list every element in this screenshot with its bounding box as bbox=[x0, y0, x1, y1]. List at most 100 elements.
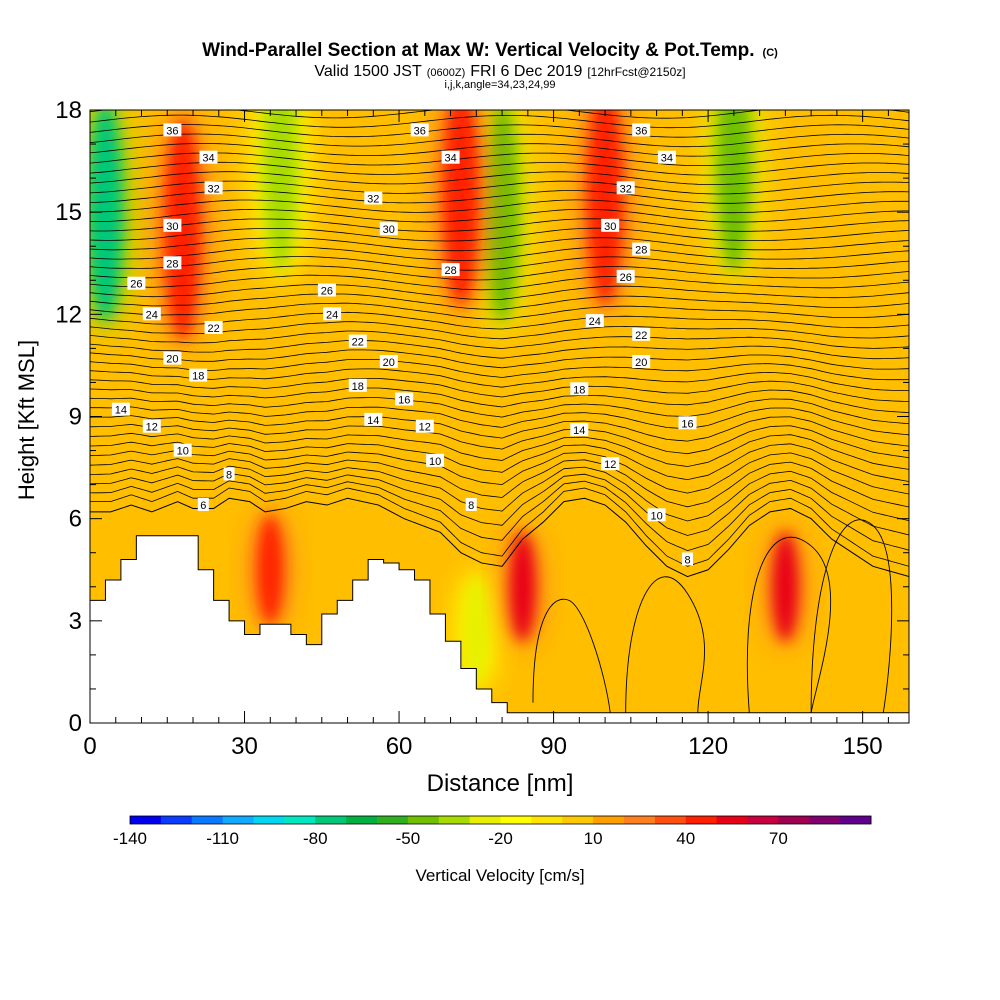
theta-label: 18 bbox=[570, 382, 588, 396]
y-tick-label: 3 bbox=[69, 608, 82, 635]
theta-label: 36 bbox=[411, 123, 429, 137]
theta-label: 26 bbox=[617, 270, 635, 284]
theta-label-text: 14 bbox=[115, 405, 127, 417]
colorbar-swatch bbox=[408, 816, 439, 824]
theta-label-text: 28 bbox=[444, 265, 456, 277]
x-tick-label: 90 bbox=[540, 733, 567, 760]
theta-label-text: 32 bbox=[620, 183, 632, 195]
colorbar-swatch bbox=[192, 816, 223, 824]
theta-label: 10 bbox=[648, 508, 666, 522]
colorbar-swatch bbox=[840, 816, 871, 824]
theta-label-text: 20 bbox=[635, 357, 647, 369]
theta-label-text: 18 bbox=[192, 371, 204, 383]
colorbar-swatch bbox=[686, 816, 717, 824]
theta-label-text: 30 bbox=[166, 221, 178, 233]
theta-label: 8 bbox=[466, 498, 477, 512]
colorbar-swatch bbox=[809, 816, 840, 824]
valid-prefix: Valid 1500 JST bbox=[314, 63, 422, 80]
theta-label-text: 26 bbox=[620, 272, 632, 284]
colorbar-swatch bbox=[717, 816, 748, 824]
theta-label: 34 bbox=[658, 151, 676, 165]
theta-label: 24 bbox=[143, 307, 161, 321]
theta-label: 6 bbox=[198, 498, 209, 512]
theta-label: 10 bbox=[426, 454, 444, 468]
y-tick-label: 9 bbox=[69, 404, 82, 431]
theta-label: 28 bbox=[442, 263, 460, 277]
theta-label-text: 18 bbox=[352, 381, 364, 393]
theta-label-text: 36 bbox=[414, 125, 426, 137]
x-tick-label: 60 bbox=[386, 733, 413, 760]
colorbar-tick-label: -140 bbox=[113, 829, 147, 848]
theta-label: 16 bbox=[395, 393, 413, 407]
valid-time-line: Valid 1500 JST(0600Z)FRI 6 Dec 2019[12hr… bbox=[314, 63, 685, 80]
theta-label: 16 bbox=[679, 416, 697, 430]
theta-label: 30 bbox=[601, 219, 619, 233]
theta-label: 22 bbox=[349, 335, 367, 349]
colorbar-swatch bbox=[624, 816, 655, 824]
theta-label-text: 10 bbox=[650, 510, 662, 522]
theta-label-text: 20 bbox=[383, 357, 395, 369]
theta-label-text: 14 bbox=[367, 415, 379, 427]
colorbar-swatch bbox=[531, 816, 562, 824]
colorbar-swatch bbox=[501, 816, 532, 824]
theta-label: 30 bbox=[163, 219, 181, 233]
colorbar-swatch bbox=[470, 816, 501, 824]
theta-label-text: 20 bbox=[166, 354, 178, 366]
theta-label: 24 bbox=[586, 314, 604, 328]
colorbar-swatch bbox=[562, 816, 593, 824]
colorbar-swatch bbox=[655, 816, 686, 824]
updraft-core bbox=[257, 515, 283, 625]
theta-label: 22 bbox=[632, 328, 650, 342]
theta-label: 32 bbox=[364, 192, 382, 206]
theta-label-text: 12 bbox=[419, 422, 431, 434]
y-tick-label: 15 bbox=[55, 199, 82, 226]
theta-label-text: 34 bbox=[444, 153, 456, 165]
colorbar-swatch bbox=[284, 816, 315, 824]
theta-label: 14 bbox=[570, 423, 588, 437]
colorbar-swatch bbox=[593, 816, 624, 824]
theta-label: 26 bbox=[318, 284, 336, 298]
theta-label-text: 22 bbox=[635, 330, 647, 342]
theta-label: 34 bbox=[442, 151, 460, 165]
theta-label-text: 28 bbox=[635, 245, 647, 257]
theta-label: 20 bbox=[380, 355, 398, 369]
theta-label: 12 bbox=[416, 420, 434, 434]
x-tick-label: 0 bbox=[83, 733, 96, 760]
colorbar-tick-label: 40 bbox=[676, 829, 695, 848]
theta-label: 26 bbox=[127, 277, 145, 291]
theta-label: 20 bbox=[163, 352, 181, 366]
colorbar-swatch bbox=[377, 816, 408, 824]
theta-label-text: 30 bbox=[383, 224, 395, 236]
theta-label-text: 32 bbox=[367, 194, 379, 206]
theta-label: 8 bbox=[224, 467, 235, 481]
isentrope bbox=[90, 96, 909, 108]
theta-label-text: 12 bbox=[604, 459, 616, 471]
theta-label-text: 16 bbox=[398, 395, 410, 407]
theta-label-text: 8 bbox=[226, 469, 232, 481]
theta-label-text: 24 bbox=[326, 309, 338, 321]
colorbar-swatch bbox=[748, 816, 779, 824]
colorbar-tick-label: -20 bbox=[488, 829, 513, 848]
theta-label: 32 bbox=[205, 181, 223, 195]
theta-label-text: 26 bbox=[321, 286, 333, 298]
y-tick-label: 6 bbox=[69, 506, 82, 533]
colorbar-swatch bbox=[346, 816, 377, 824]
x-tick-label: 150 bbox=[843, 733, 883, 760]
theta-label-text: 8 bbox=[684, 555, 690, 567]
theta-label-text: 36 bbox=[635, 125, 647, 137]
theta-label: 28 bbox=[163, 256, 181, 270]
ijk-line: i,j,k,angle=34,23,24,99 bbox=[444, 79, 555, 91]
theta-label: 18 bbox=[189, 369, 207, 383]
theta-label-text: 18 bbox=[573, 384, 585, 396]
theta-label: 24 bbox=[323, 307, 341, 321]
colorbar-swatch bbox=[130, 816, 161, 824]
colorbar: -140-110-80-50-20104070 bbox=[113, 816, 872, 848]
theta-label: 36 bbox=[163, 123, 181, 137]
theta-label-text: 16 bbox=[681, 418, 693, 430]
theta-label-text: 22 bbox=[207, 323, 219, 335]
theta-label-text: 10 bbox=[429, 456, 441, 468]
theta-label: 32 bbox=[617, 181, 635, 195]
downdraft-core bbox=[716, 51, 752, 271]
x-tick-label: 120 bbox=[688, 733, 728, 760]
chart-title: Wind-Parallel Section at Max W: Vertical… bbox=[202, 40, 778, 61]
